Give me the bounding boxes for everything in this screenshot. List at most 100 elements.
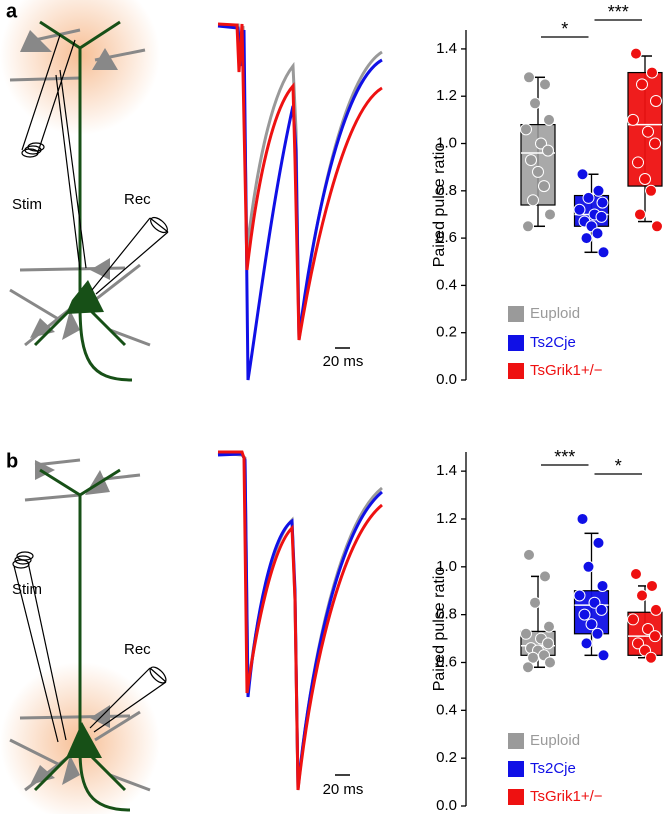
scale-bar-label: 20 ms — [323, 781, 364, 798]
legend-swatch — [508, 761, 524, 777]
data-point — [580, 232, 593, 245]
data-point — [532, 165, 544, 178]
y-tick-label: 0.6 — [436, 229, 457, 246]
significance-label: * — [615, 456, 622, 476]
y-tick-label: 0.8 — [436, 182, 457, 199]
legend-swatch — [508, 733, 524, 749]
data-point — [582, 191, 595, 204]
significance-label: *** — [608, 2, 629, 22]
y-tick-label: 0.8 — [436, 606, 457, 623]
data-point — [573, 589, 586, 602]
rec-label: Rec — [124, 191, 151, 208]
y-tick-label: 1.0 — [436, 558, 457, 575]
data-point — [636, 589, 648, 602]
data-point — [646, 579, 658, 592]
data-point — [525, 154, 537, 167]
data-point — [645, 184, 657, 197]
legend-label: TsGrik1+/− — [530, 362, 603, 379]
data-point — [630, 47, 642, 60]
data-point — [529, 97, 541, 110]
data-point — [523, 71, 535, 84]
scale-bar-label: 20 ms — [323, 353, 364, 370]
data-point — [632, 637, 644, 650]
y-tick-label: 1.2 — [436, 87, 457, 104]
legend-swatch — [508, 335, 524, 351]
data-point — [573, 203, 586, 216]
data-point — [588, 596, 601, 609]
data-point — [651, 220, 663, 233]
data-point — [576, 512, 589, 525]
traces-a — [217, 22, 383, 381]
data-point — [650, 603, 662, 616]
legend-swatch — [508, 363, 524, 379]
data-point — [523, 548, 535, 561]
data-point — [522, 661, 534, 674]
box — [520, 123, 556, 206]
data-point — [596, 579, 609, 592]
panel-label: b — [6, 450, 18, 472]
data-point — [627, 613, 639, 626]
data-point — [542, 637, 554, 650]
y-tick-label: 0.2 — [436, 324, 457, 341]
traces-b — [217, 450, 383, 791]
data-point — [580, 637, 593, 650]
data-point — [597, 246, 610, 259]
data-point — [630, 567, 642, 580]
legend-label: Euploid — [530, 732, 580, 749]
legend-swatch — [508, 789, 524, 805]
legend-label: Ts2Cje — [530, 334, 576, 351]
y-axis-label: Paired pulse ratio — [431, 567, 448, 692]
y-tick-label: 0.6 — [436, 653, 457, 670]
data-point — [645, 651, 657, 664]
data-point — [538, 180, 550, 193]
y-tick-label: 0.0 — [436, 797, 457, 814]
data-point — [527, 194, 539, 207]
data-point — [539, 78, 551, 91]
data-point — [642, 125, 654, 138]
data-point — [639, 172, 651, 185]
data-point — [592, 536, 605, 549]
data-point — [591, 627, 604, 640]
neuron-diagram-a — [0, 0, 169, 382]
y-tick-label: 1.0 — [436, 134, 457, 151]
data-point — [642, 623, 654, 635]
data-point — [646, 66, 658, 79]
data-point — [576, 168, 589, 181]
data-point — [539, 570, 551, 583]
neuron-diagram-b — [0, 458, 167, 814]
data-point — [649, 137, 661, 150]
data-point — [585, 618, 598, 631]
legend-label: Euploid — [530, 305, 580, 322]
data-point — [582, 560, 595, 573]
data-point — [527, 651, 539, 664]
data-point — [542, 144, 554, 157]
y-tick-label: 1.4 — [436, 40, 457, 57]
data-point — [544, 656, 556, 669]
data-point — [543, 620, 555, 633]
data-point — [649, 630, 661, 643]
data-point — [535, 137, 547, 150]
data-point — [634, 208, 646, 221]
legend-label: TsGrik1+/− — [530, 788, 603, 805]
stim-label: Stim — [12, 196, 42, 213]
legend-swatch — [508, 306, 524, 322]
data-point — [596, 196, 609, 209]
data-point — [595, 603, 608, 616]
data-point — [529, 596, 541, 609]
data-point — [591, 227, 604, 240]
rec-label: Rec — [124, 641, 151, 658]
data-point — [650, 94, 662, 107]
data-point — [597, 649, 610, 662]
data-point — [544, 208, 556, 221]
stim-label: Stim — [12, 581, 42, 598]
y-tick-label: 0.4 — [436, 276, 457, 293]
data-point — [578, 608, 591, 621]
significance-label: *** — [554, 447, 575, 467]
data-point — [632, 156, 644, 169]
y-tick-label: 1.4 — [436, 462, 457, 479]
y-axis-label: Paired pulse ratio — [431, 143, 448, 268]
y-tick-label: 1.2 — [436, 510, 457, 527]
data-point — [543, 113, 555, 126]
panel-label: a — [6, 0, 18, 22]
